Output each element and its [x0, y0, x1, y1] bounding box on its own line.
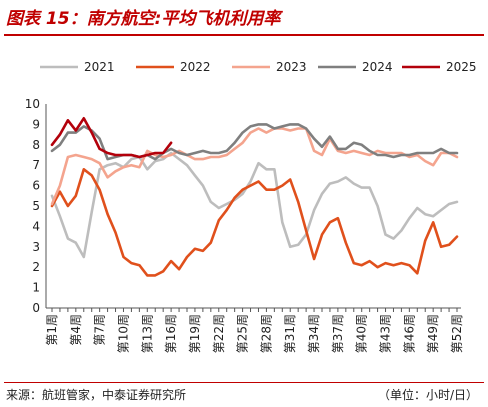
legend-label-2024: 2024	[362, 60, 393, 74]
x-tick-label: 第49周	[426, 314, 440, 353]
x-tick-label: 第46周	[402, 314, 416, 353]
legend: 2021 2022 2023 2024 2025	[40, 60, 477, 74]
x-tick-label: 第43周	[379, 314, 393, 353]
x-tick-label: 第37周	[331, 314, 345, 353]
y-tick-label: 8	[32, 138, 40, 152]
y-tick-label: 2	[32, 260, 40, 274]
x-tick-label: 第13周	[140, 314, 154, 353]
chart-title: 图表 15：南方航空:平均飞机利用率	[6, 9, 281, 29]
x-tick-label: 第22周	[212, 314, 226, 353]
x-tick-label: 第7周	[93, 314, 107, 346]
x-tick-label: 第10周	[116, 314, 130, 353]
x-tick-label: 第16周	[164, 314, 178, 353]
footer-rule	[4, 382, 484, 383]
y-tick-label: 9	[32, 117, 40, 131]
x-axis: 第1周 第4周 第7周 第10周 第13周 第16周 第19周 第22周 第25周 第28周 第31…	[45, 307, 464, 353]
series-line-2023	[50, 127, 459, 206]
y-tick-label: 7	[32, 158, 40, 172]
y-tick-label: 3	[32, 240, 40, 254]
unit-note: （单位：小时/日）	[377, 388, 478, 402]
line-chart: 2021 2022 2023 2024 2025 0 1 2 3 4 5 6 7 8 9 10 第1周 第4周…	[25, 60, 477, 353]
x-tick-label: 第28周	[259, 314, 273, 353]
x-tick-label: 第34周	[307, 314, 321, 353]
legend-label-2022: 2022	[180, 60, 211, 74]
y-axis: 0 1 2 3 4 5 6 7 8 9 10	[25, 97, 47, 315]
y-tick-label: 1	[32, 281, 40, 295]
plot-area	[50, 117, 459, 277]
y-tick-label: 10	[25, 97, 40, 111]
y-tick-label: 6	[32, 179, 40, 193]
x-tick-label: 第25周	[236, 314, 250, 353]
legend-label-2021: 2021	[84, 60, 115, 74]
x-tick-label: 第52周	[450, 314, 464, 353]
title-rule	[4, 34, 484, 36]
source-note: 来源：航班管家，中泰证券研究所	[6, 388, 187, 402]
x-tick-label: 第40周	[355, 314, 369, 353]
series-line-2021	[50, 151, 459, 259]
x-tick-label: 第4周	[69, 314, 83, 346]
y-tick-label: 4	[32, 219, 40, 233]
series-line-2022	[50, 168, 459, 277]
x-tick-label: 第19周	[188, 314, 202, 353]
x-tick-label: 第1周	[45, 314, 59, 346]
series-line-2025	[50, 117, 173, 159]
y-tick-label: 0	[32, 301, 40, 315]
legend-label-2023: 2023	[276, 60, 307, 74]
legend-label-2025: 2025	[446, 60, 477, 74]
y-tick-label: 5	[32, 199, 40, 213]
x-tick-label: 第31周	[283, 314, 297, 353]
